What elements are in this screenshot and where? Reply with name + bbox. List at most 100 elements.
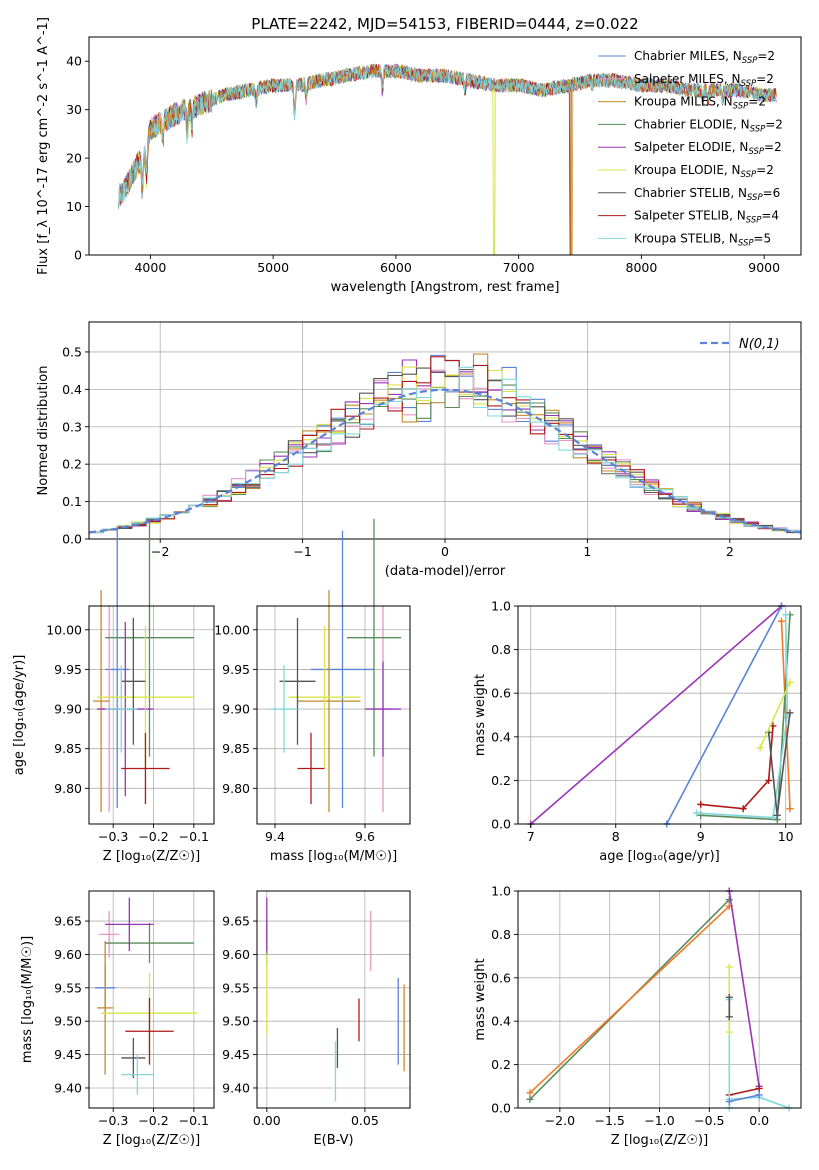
weight-series-line [728,890,760,1087]
y-tick-label: 0.0 [491,1101,511,1116]
weight_vs_Z-axes: −2.0 −1.5 −1.0 −0.5 0.0 0.0 0.2 0.4 0.6 0.8 1.0 Z [… [473,884,802,1148]
weight-marker [725,1097,733,1105]
weight-marker [786,678,794,686]
legend-sub: SSP [741,170,757,180]
legend-entry: Kroupa STELIB, NSSP=5 [634,231,771,248]
legend-sub: SSP [738,238,754,248]
x-tick-label: −2 [151,544,169,559]
weight-marker [526,1089,534,1097]
y-tick-label: 30 [66,102,82,117]
plot-frame [88,36,802,256]
residuals-axes: −2 −1 0 1 2 0.0 0.1 0.2 0.3 0.4 0.5 (data-model)/er… [36,321,802,579]
y-tick-label: 9.90 [54,702,82,717]
y-axis-label: mass [log₁₀(M/M☉)] [20,936,35,1063]
x-tick-label: 2 [726,544,734,559]
weight-marker [692,809,700,817]
legend-entry: Chabrier STELIB, NSSP=6 [634,186,780,203]
y-tick-label: 9.50 [54,1014,82,1029]
legend-tail: =2 [756,163,774,177]
y-tick-label: 9.45 [54,1047,82,1062]
y-tick-label: 0.2 [62,457,82,472]
y-axis-label: Normed distribution [36,366,51,496]
x-axis-label: mass [log₁₀(M/M☉)] [270,849,397,864]
x-axis-label: (data-model)/error [385,564,506,579]
legend-entry: Salpeter ELODIE, NSSP=2 [634,140,782,157]
x-axis-label: Z [log₁₀(Z/Z☉)] [103,1133,200,1148]
weight-marker [697,800,705,808]
y-tick-label: 9.40 [54,1080,82,1095]
y-tick-label: 40 [66,54,82,69]
legend-entry: N(0,1) [739,337,780,352]
x-tick-label: 4000 [134,260,166,275]
legend-tail: =2 [756,72,774,86]
weight-marker [739,805,747,813]
weight-marker [755,1084,763,1092]
y-tick-label: 10.00 [46,622,82,637]
spectrum-series-line [118,63,777,209]
y-tick-label: 9.60 [222,947,250,962]
x-tick-label: −0.3 [98,1113,128,1128]
x-tick-label: 10 [778,829,794,844]
x-tick-label: 0 [441,544,449,559]
x-axis-label: age [log₁₀(age/yr)] [599,849,720,864]
weight-marker [526,1095,534,1103]
legend-sub: SSP [746,216,762,226]
age_vs_Z-axes: −0.3 −0.2 −0.1 9.80 9.85 9.90 9.95 10.00 Z [log₁… [12,518,215,864]
legend-tail: =5 [754,231,772,245]
weight-series-line [759,681,791,749]
legend-entry: Chabrier ELODIE, NSSP=2 [634,117,783,134]
x-tick-label: 7 [527,829,535,844]
weight-marker [782,611,790,619]
x-tick-label: −2.0 [545,1113,575,1128]
weight-marker [725,963,733,971]
legend-tail: =2 [748,95,766,109]
x-tick-label: 9 [697,829,705,844]
weight_vs_age-axes: 7 8 9 10 0.0 0.2 0.4 0.6 0.8 1.0 age [log₁₀(age/yr… [473,599,802,864]
y-tick-label: 9.65 [222,914,250,929]
weight-series-line [665,605,783,825]
y-tick-label: 0.8 [491,927,511,942]
x-tick-label: −0.1 [179,1113,209,1128]
y-tick-label: 0.2 [491,1057,511,1072]
legend-sub: SSP [750,124,766,134]
x-axis-label: Z [log₁₀(Z/Z☉)] [103,849,200,864]
weight-marker [725,1013,733,1021]
y-tick-label: 0.4 [62,382,82,397]
x-tick-label: −0.3 [98,829,128,844]
weight-marker [756,744,764,752]
legend: N(0,1) [700,337,780,352]
legend: Chabrier MILES, NSSP=2 Salpeter MILES, NS… [598,49,783,248]
y-tick-label: 9.85 [222,741,250,756]
weight-series-line [529,905,730,1094]
plot-frame [88,605,215,825]
weight-series-line [696,614,789,819]
y-tick-label: 0.2 [491,773,511,788]
figure-title: PLATE=2242, MJD=54153, FIBERID=0444, z=0… [251,15,638,33]
legend-sub: SSP [742,56,758,66]
legend-entry: Kroupa ELODIE, NSSP=2 [634,163,774,180]
mass_vs_Z-axes: −0.3 −0.2 −0.1 9.40 9.45 9.50 9.55 9.60 9.65 Z [l… [20,890,215,1148]
y-tick-label: 9.55 [222,980,250,995]
y-axis-label: mass weight [473,958,488,1040]
y-tick-label: 9.65 [54,914,82,929]
legend-sub: SSP [733,102,749,112]
weight-series-line [729,1094,760,1103]
x-tick-label: −0.1 [179,829,209,844]
plot-frame [517,605,802,825]
y-tick-label: 9.80 [54,781,82,796]
weight-marker [725,993,733,1001]
legend-entry: Salpeter STELIB, NSSP=4 [634,209,779,226]
x-axis-label: wavelength [Angstrom, rest frame] [331,280,560,295]
plot-frame [88,890,215,1109]
y-tick-label: 0.3 [62,419,82,434]
y-axis-label: age [log₁₀(age/yr)] [12,655,27,776]
y-tick-label: 0.0 [62,532,82,547]
y-tick-label: 20 [66,151,82,166]
x-tick-label: 5000 [257,260,289,275]
y-tick-label: 9.90 [222,702,250,717]
y-tick-label: 9.55 [54,980,82,995]
x-tick-label: 8000 [626,260,658,275]
x-tick-label: −0.2 [138,1113,168,1128]
y-tick-label: 1.0 [491,884,511,899]
x-tick-label: 6000 [380,260,412,275]
